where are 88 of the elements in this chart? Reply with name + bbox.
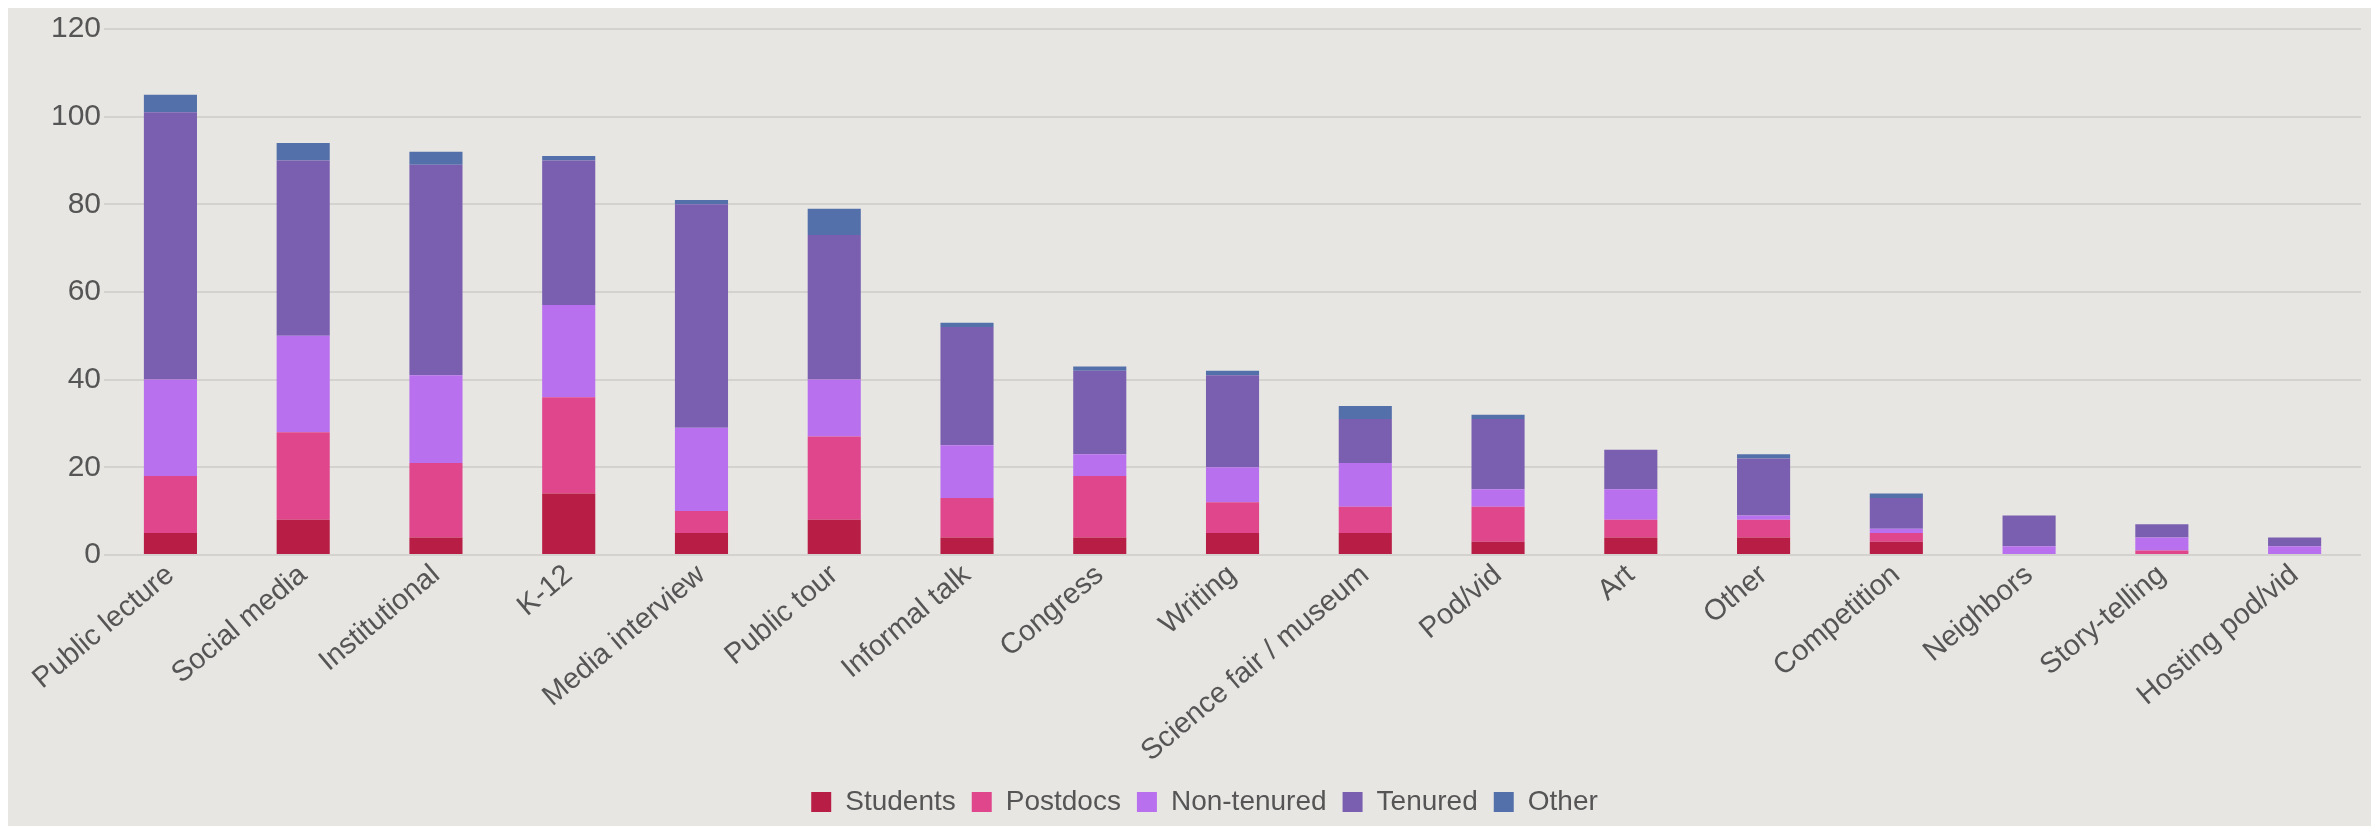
bar <box>1604 537 1658 554</box>
bar <box>276 335 330 433</box>
bar <box>143 112 197 380</box>
bar <box>674 204 729 428</box>
bar <box>1737 458 1791 516</box>
bar <box>1604 489 1658 520</box>
bar <box>409 462 463 538</box>
bar <box>143 94 197 113</box>
legend-label: Non-tenured <box>1170 784 1327 816</box>
bar <box>807 436 861 520</box>
bar <box>1737 519 1791 538</box>
bar <box>1737 537 1791 554</box>
bar <box>1471 489 1525 507</box>
bar <box>807 379 861 437</box>
y-tick-label: 0 <box>84 536 102 570</box>
bar <box>1205 502 1260 534</box>
bar <box>674 199 729 205</box>
bar <box>940 445 994 498</box>
bar <box>1205 370 1260 376</box>
legend-label: Tenured <box>1376 784 1478 816</box>
y-tick-label: 80 <box>67 185 102 219</box>
bar <box>1073 537 1127 554</box>
bar <box>1869 493 1923 498</box>
bar <box>674 427 729 512</box>
bar <box>1073 366 1127 371</box>
y-tick-label: 120 <box>50 10 102 44</box>
bar <box>143 533 197 554</box>
bar <box>2002 515 2056 547</box>
x-tick-label: Art <box>1590 557 1640 606</box>
bar <box>1205 533 1260 554</box>
bar <box>1869 533 1923 542</box>
bar <box>1338 419 1392 463</box>
bar <box>1073 476 1127 538</box>
bar <box>276 432 330 520</box>
bar <box>940 537 994 554</box>
legend-label: Postdocs <box>1005 784 1121 816</box>
bar <box>1471 419 1525 490</box>
bar <box>2135 537 2189 551</box>
bar <box>807 234 861 380</box>
bar <box>409 537 463 554</box>
bar <box>807 519 861 554</box>
bar <box>542 160 596 306</box>
bar <box>1471 541 1525 554</box>
bar <box>276 519 330 554</box>
y-tick-label: 60 <box>67 273 102 307</box>
y-tick-label: 20 <box>67 448 102 482</box>
bar <box>1338 462 1392 507</box>
bar <box>1604 449 1658 490</box>
bar <box>1073 454 1127 477</box>
bar <box>1737 515 1791 520</box>
legend-label: Students <box>845 784 956 816</box>
bar <box>940 322 994 328</box>
bar <box>807 208 861 235</box>
bar <box>940 497 994 538</box>
bar <box>143 476 197 534</box>
bar <box>2268 546 2322 554</box>
bar <box>2002 546 2056 554</box>
bar <box>276 160 330 336</box>
bar <box>2135 524 2189 538</box>
bar <box>674 533 729 554</box>
bar <box>409 164 463 376</box>
bar <box>1073 370 1127 455</box>
bar <box>143 379 197 477</box>
bar <box>1205 375 1260 468</box>
bar <box>542 493 596 554</box>
bar <box>1869 541 1923 554</box>
bar <box>1869 497 1923 529</box>
y-tick-label: 40 <box>67 360 102 394</box>
bar <box>1604 519 1658 538</box>
legend-label: Other <box>1527 784 1598 816</box>
bar <box>1338 405 1392 420</box>
bar <box>542 305 596 398</box>
bar <box>940 327 994 446</box>
bar <box>542 397 596 494</box>
bar <box>1338 533 1392 554</box>
y-tick-label: 100 <box>50 97 102 131</box>
bar <box>542 156 596 161</box>
bar <box>2268 537 2322 547</box>
bar <box>276 142 330 161</box>
bar <box>1869 528 1923 534</box>
bar <box>1471 414 1525 420</box>
bar <box>1737 454 1791 459</box>
bar <box>1205 467 1260 503</box>
bar <box>674 511 729 534</box>
bar <box>409 375 463 463</box>
bar <box>1338 506 1392 534</box>
bar <box>409 151 463 165</box>
bar <box>1471 506 1525 542</box>
